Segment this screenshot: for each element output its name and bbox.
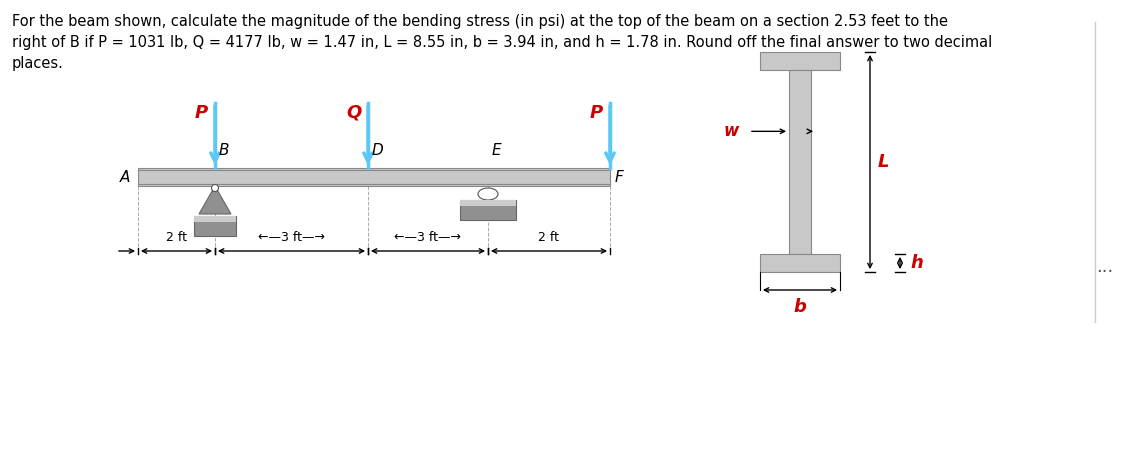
Text: w: w — [724, 122, 739, 140]
Polygon shape — [789, 70, 811, 254]
Polygon shape — [760, 254, 840, 272]
Text: ←—3 ft—→: ←—3 ft—→ — [258, 231, 325, 244]
Text: b: b — [793, 298, 807, 316]
Ellipse shape — [478, 188, 498, 200]
Text: A: A — [120, 170, 130, 184]
Text: F: F — [615, 170, 624, 184]
Text: B: B — [219, 143, 230, 158]
Text: 2 ft: 2 ft — [166, 231, 187, 244]
Circle shape — [212, 184, 219, 192]
Polygon shape — [460, 200, 516, 206]
Polygon shape — [194, 216, 236, 222]
Text: ...: ... — [1096, 258, 1114, 276]
Text: h: h — [910, 254, 923, 272]
Text: P: P — [194, 104, 208, 122]
Text: D: D — [373, 143, 384, 158]
Polygon shape — [138, 168, 610, 186]
Text: L: L — [879, 153, 890, 171]
Text: P: P — [589, 104, 603, 122]
Text: 2 ft: 2 ft — [539, 231, 560, 244]
Polygon shape — [194, 216, 236, 236]
Polygon shape — [760, 52, 840, 70]
Text: For the beam shown, calculate the magnitude of the bending stress (in psi) at th: For the beam shown, calculate the magnit… — [12, 14, 992, 71]
Polygon shape — [460, 200, 516, 220]
Polygon shape — [199, 186, 231, 214]
Text: ←—3 ft—→: ←—3 ft—→ — [395, 231, 461, 244]
Text: Q: Q — [347, 104, 361, 122]
Text: E: E — [493, 143, 502, 158]
